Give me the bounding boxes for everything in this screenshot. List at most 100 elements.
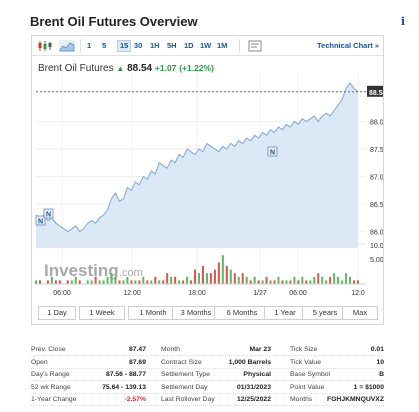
volume-bar xyxy=(201,266,204,284)
stat-value: 1,000 Barrels xyxy=(228,358,271,366)
volume-bar xyxy=(197,273,200,284)
volume-bar xyxy=(221,255,224,284)
volume-bar xyxy=(94,276,97,284)
stat-value: 01/31/2023 xyxy=(236,383,271,391)
volume-bar xyxy=(86,280,89,284)
stat-label: Tick Size xyxy=(290,346,318,353)
volume-bar xyxy=(257,280,260,284)
range-button-1-year[interactable]: 1 Year xyxy=(264,306,306,320)
range-button-5-years[interactable]: 5 years xyxy=(302,306,348,320)
volume-bar xyxy=(118,280,121,284)
stat-value: FGHJKMNQUVXZ xyxy=(326,396,384,403)
news-marker xyxy=(35,215,46,226)
news-marker-label: N xyxy=(270,150,275,157)
timeframe-button-5[interactable]: 5 xyxy=(102,41,107,50)
stat-label: Month xyxy=(161,346,180,353)
volume-bar xyxy=(245,276,248,284)
stat-label: Contract Size xyxy=(161,358,202,366)
stat-value: 87.56 - 88.77 xyxy=(105,371,146,378)
volume-bar xyxy=(357,280,359,284)
volume-bar xyxy=(182,280,185,284)
volume-bar xyxy=(293,276,296,284)
timeframe-button-1w[interactable]: 1W xyxy=(200,41,212,50)
range-button-max[interactable]: Max xyxy=(342,306,378,320)
area-chart-icon[interactable] xyxy=(59,40,75,52)
volume-bar xyxy=(126,276,129,284)
volume-bar xyxy=(297,280,300,284)
stat-value: Physical xyxy=(243,371,271,378)
stats-row: Open 87.69 Contract Size 1,000 Barrels Tick … xyxy=(31,357,384,369)
stat-label: Prev. Close xyxy=(31,346,66,353)
stat-value: Mar 23 xyxy=(249,346,271,353)
volume-bar xyxy=(70,280,73,284)
price-axis-label: 87.0000 xyxy=(370,175,383,182)
volume-axis-label: 10.00k xyxy=(370,243,383,250)
price-change-percent: (+1.22%) xyxy=(179,63,214,73)
candlestick-icon[interactable] xyxy=(37,40,53,52)
price-axis-label: 88.0000 xyxy=(370,120,383,127)
stats-row: 1-Year Change -2.57% Last Rollover Day 12/2… xyxy=(31,394,384,406)
timeframe-button-15[interactable]: 15 xyxy=(117,40,132,52)
volume-axis-label: 5.00k xyxy=(370,257,383,264)
volume-bar xyxy=(174,276,177,284)
last-price: 88.54 xyxy=(127,63,153,74)
timeframe-button-30[interactable]: 30 xyxy=(134,41,143,50)
timeframe-button-1[interactable]: 1 xyxy=(87,41,92,50)
volume-bar xyxy=(154,276,157,284)
volume-bar xyxy=(66,280,69,284)
price-axis-label: 87.5000 xyxy=(370,147,383,154)
volume-bar xyxy=(162,280,165,284)
volume-bar xyxy=(337,276,340,284)
volume-bar xyxy=(209,273,212,284)
range-button-6-months[interactable]: 6 Months xyxy=(214,306,270,320)
toolbar-divider xyxy=(239,39,240,53)
volume-bar xyxy=(317,273,320,284)
price-axis-label: 86.5000 xyxy=(370,202,383,209)
range-button-1-day[interactable]: 1 Day xyxy=(38,306,76,320)
technical-chart-link[interactable]: Technical Chart » xyxy=(317,41,379,50)
arrow-up-icon: ▲ xyxy=(116,64,125,73)
chart-toolbar: 1 5 15 30 1H 5H 1D 1W 1M Technical Chart » xyxy=(32,36,383,56)
volume-bar xyxy=(229,269,232,284)
page-title: Brent Oil Futures Overview xyxy=(30,14,198,29)
timeframe-button-1h[interactable]: 1H xyxy=(150,41,160,50)
volume-bar xyxy=(110,273,113,284)
volume-bar xyxy=(142,276,145,284)
time-axis-label: 18:00 xyxy=(188,290,206,297)
volume-bar xyxy=(78,280,81,284)
stat-value: 1 = $1000 xyxy=(353,383,384,391)
volume-bar xyxy=(130,280,133,284)
volume-bar xyxy=(301,276,304,284)
timeframe-button-5h[interactable]: 5H xyxy=(167,41,177,50)
volume-bar xyxy=(353,280,356,284)
stat-value: 0.01 xyxy=(370,346,384,353)
range-button-1-week[interactable]: 1 Week xyxy=(79,306,125,320)
volume-bar xyxy=(158,280,161,284)
stat-label: Months xyxy=(290,396,313,403)
range-button-1-month[interactable]: 1 Month xyxy=(128,306,178,320)
volume-bar xyxy=(249,280,252,284)
stat-label: Base Symbol xyxy=(290,371,331,378)
chart-settings-icon[interactable] xyxy=(247,40,263,52)
stat-label: Open xyxy=(31,358,48,366)
volume-bar xyxy=(134,280,137,284)
volume-bar xyxy=(321,276,324,284)
stats-row: 52 wk Range 75.64 - 139.13 Settlement Day 0… xyxy=(31,382,384,394)
range-button-3-months[interactable]: 3 Months xyxy=(172,306,220,320)
volume-bar xyxy=(305,280,308,284)
current-price-label: 88.5400 xyxy=(369,90,383,97)
info-icon[interactable]: i xyxy=(400,15,406,28)
timeframe-button-1d[interactable]: 1D xyxy=(184,41,194,50)
news-marker-label: N xyxy=(46,212,51,219)
chart-widget: 1 5 15 30 1H 5H 1D 1W 1M Technical Chart » Brent… xyxy=(31,35,384,325)
price-chart[interactable]: 88.0000 87.5000 87.0000 86.5000 86.0000 88.54… xyxy=(32,56,383,300)
timeframe-button-1m[interactable]: 1M xyxy=(217,41,228,50)
volume-bar xyxy=(329,276,332,284)
volume-bar xyxy=(194,269,197,284)
stat-value: -2.57% xyxy=(124,396,146,403)
volume-bar xyxy=(285,280,288,284)
volume-bar xyxy=(74,276,77,284)
volume-bar xyxy=(265,276,268,284)
volume-bar xyxy=(54,280,57,284)
volume-bar xyxy=(90,280,93,284)
